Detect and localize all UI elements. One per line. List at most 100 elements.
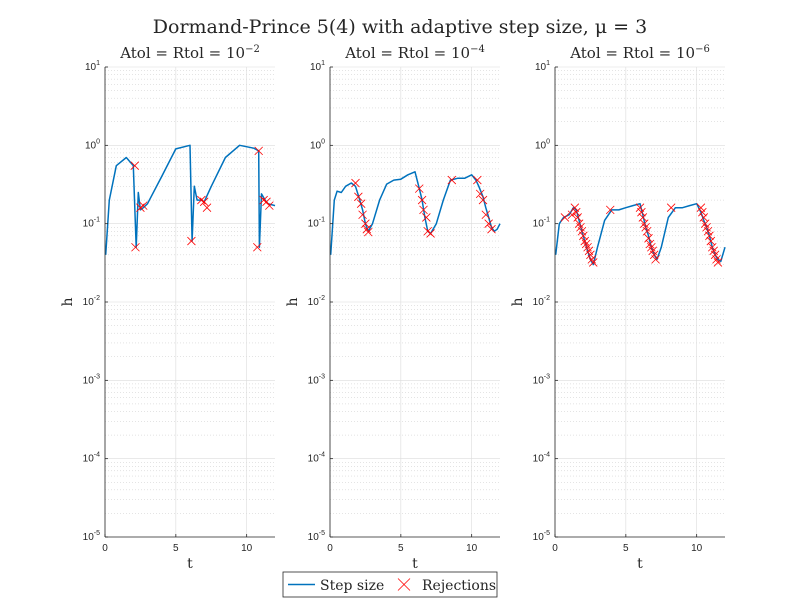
rejection-marker-stroke: [478, 195, 488, 205]
rejection-marker: [605, 205, 615, 215]
rejection-marker-stroke: [588, 258, 598, 267]
rejection-marker-stroke: [577, 226, 587, 236]
y-tick-label: 10-2: [533, 295, 550, 308]
legend-label-rejections: Rejections: [422, 578, 496, 594]
rejection-marker-stroke: [702, 222, 711, 232]
rejection-marker-stroke: [351, 178, 360, 188]
rejection-marker-stroke: [637, 207, 646, 217]
rejection-marker-stroke: [641, 222, 650, 232]
rejection-marker-stroke: [587, 255, 597, 264]
rejection-marker: [351, 178, 360, 188]
rejection-marker: [262, 197, 271, 207]
rejection-marker-stroke: [187, 236, 196, 246]
rejection-marker: [570, 203, 580, 212]
rejection-marker: [138, 201, 148, 210]
rejection-marker-stroke: [709, 246, 718, 256]
y-tick-label: 101: [85, 60, 100, 73]
rejection-marker-stroke: [635, 203, 645, 212]
y-tick-label: 101: [535, 60, 550, 73]
y-axis-label: h: [285, 297, 301, 306]
rejection-marker: [478, 195, 488, 205]
x-tick-label: 5: [173, 543, 179, 554]
rejection-marker-stroke: [361, 219, 370, 228]
rejection-marker: [197, 195, 206, 205]
rejection-marker: [131, 242, 140, 252]
x-tick-label: 0: [327, 543, 333, 554]
rejection-marker: [422, 213, 431, 222]
rejection-marker: [414, 184, 424, 193]
rejection-marker: [417, 195, 427, 205]
rejection-marker: [484, 219, 493, 228]
y-tick-label: 10-5: [83, 530, 100, 543]
y-tick-label: 10-5: [308, 530, 325, 543]
rejection-marker: [587, 255, 597, 264]
y-tick-label: 10-1: [83, 217, 100, 230]
rejection-marker: [130, 161, 140, 170]
rejection-marker-stroke: [648, 246, 658, 256]
rejection-marker-stroke: [422, 213, 431, 222]
rejection-marker-stroke: [580, 236, 590, 246]
rejection-marker-stroke: [138, 201, 148, 210]
rejection-marker: [265, 201, 274, 210]
subplot-title: Atol = Rtol = 10−6: [569, 44, 710, 62]
rejection-marker-stroke: [698, 207, 707, 217]
rejection-marker-stroke: [571, 207, 581, 217]
rejection-marker: [637, 207, 646, 217]
rejection-marker-stroke: [419, 205, 428, 215]
rejection-marker-stroke: [570, 203, 580, 212]
y-tick-label: 10-5: [533, 530, 550, 543]
rejection-marker-stroke: [576, 222, 585, 232]
rejection-marker: [363, 227, 373, 237]
rejection-marker: [666, 203, 676, 212]
rejection-marker-stroke: [586, 250, 595, 260]
y-tick-label: 10-3: [533, 373, 550, 386]
rejection-marker-stroke: [645, 239, 655, 249]
series-step-size-line: [329, 171, 501, 255]
rejection-marker-stroke: [484, 219, 493, 228]
y-axis-label: h: [60, 297, 76, 306]
rejection-marker: [475, 189, 485, 199]
rejection-marker-stroke: [362, 224, 372, 234]
rejection-marker-stroke: [713, 258, 723, 267]
rejection-marker-stroke: [639, 219, 649, 228]
rejection-marker-stroke: [356, 199, 366, 208]
rejection-marker: [187, 236, 196, 246]
rejection-marker-stroke: [253, 242, 262, 252]
rejection-marker-stroke: [481, 210, 491, 220]
rejection-marker-stroke: [696, 203, 706, 212]
rejection-marker: [487, 224, 496, 234]
rejection-marker-stroke: [651, 255, 660, 264]
rejection-marker: [644, 234, 653, 243]
x-tick-label: 10: [691, 543, 703, 554]
rejection-marker-stroke: [131, 242, 140, 252]
rejection-marker-stroke: [707, 242, 717, 252]
figure-suptitle: Dormand-Prince 5(4) with adaptive step s…: [153, 16, 647, 38]
y-tick-label: 10-1: [308, 217, 325, 230]
rejection-marker-stroke: [712, 255, 721, 264]
rejection-marker: [645, 239, 655, 249]
y-tick-label: 10-1: [533, 217, 550, 230]
rejection-marker: [703, 226, 713, 236]
subplot-title: Atol = Rtol = 10−2: [119, 44, 260, 62]
x-tick-label: 5: [623, 543, 629, 554]
x-tick-label: 5: [398, 543, 404, 554]
rejection-marker-stroke: [426, 229, 435, 238]
rejection-marker: [577, 226, 587, 236]
rejection-marker: [710, 250, 720, 260]
y-tick-label: 10-3: [308, 373, 325, 386]
rejection-marker: [696, 203, 706, 212]
rejection-marker-stroke: [579, 231, 588, 241]
rejection-marker-stroke: [574, 219, 584, 228]
rejection-marker-stroke: [414, 184, 424, 193]
y-tick-label: 100: [85, 138, 100, 151]
y-tick-label: 10-3: [83, 373, 100, 386]
rejection-marker: [567, 210, 577, 220]
rejection-marker-stroke: [199, 197, 209, 207]
rejection-marker: [481, 210, 491, 220]
legend-x-marker-swatch: [397, 578, 411, 591]
rejection-marker-stroke: [700, 219, 710, 228]
rejection-marker: [571, 207, 581, 217]
